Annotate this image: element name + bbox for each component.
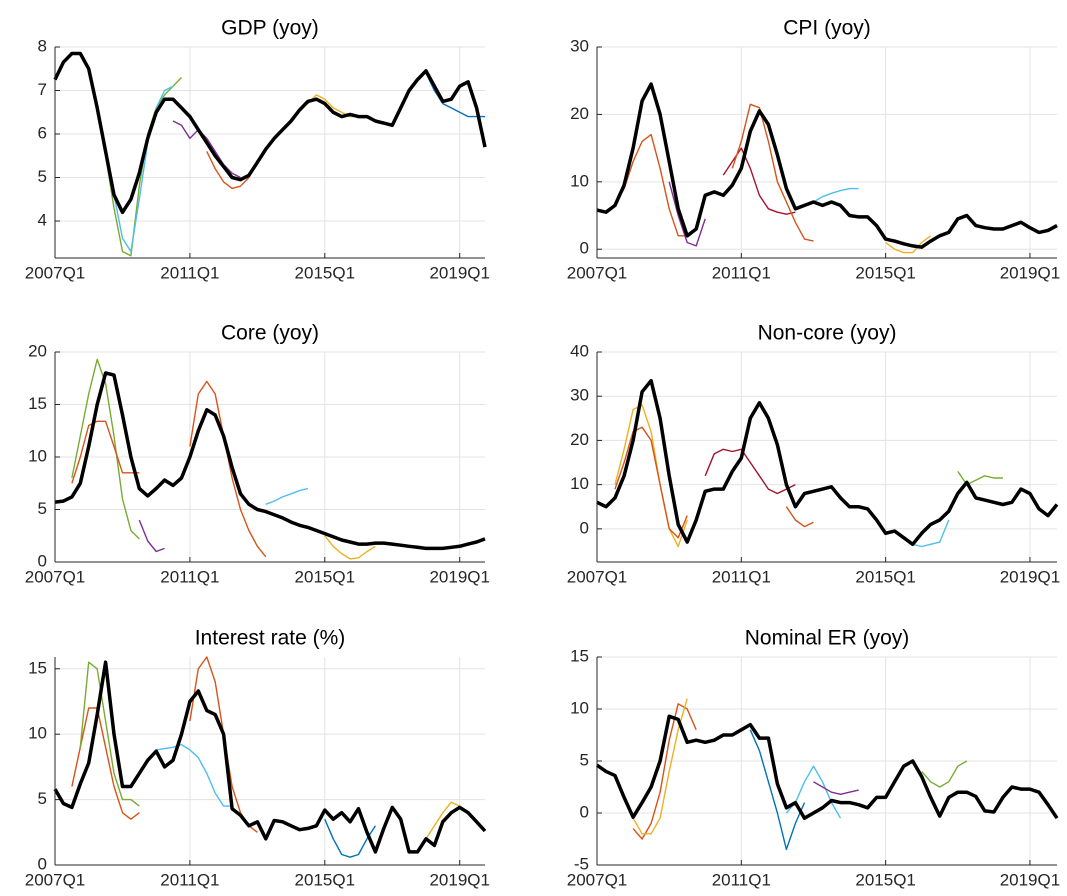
x-tick-label: 2011Q1 (712, 263, 771, 282)
x-tick-label: 2011Q1 (160, 567, 219, 586)
series-line (885, 235, 932, 254)
series-line (596, 714, 1059, 820)
y-tick-label: 0 (38, 854, 47, 873)
series-line (614, 426, 688, 539)
x-tick-label: 2007Q1 (567, 567, 628, 586)
chart-title: CPI (yoy) (783, 17, 871, 40)
series-line (632, 703, 697, 840)
y-tick-label: 30 (570, 386, 589, 405)
x-tick-label: 2019Q1 (429, 263, 490, 282)
series-line (104, 85, 174, 253)
x-tick-label: 2019Q1 (429, 567, 490, 586)
series-line (722, 147, 796, 215)
y-tick-label: 5 (38, 167, 47, 186)
series-line (71, 420, 140, 484)
y-tick-label: 8 (38, 36, 47, 55)
y-tick-label: 20 (28, 341, 47, 360)
x-tick-label: 2015Q1 (855, 870, 916, 889)
chart-title: Non-core (yoy) (758, 322, 897, 345)
series-line (53, 660, 487, 854)
series-line (138, 519, 165, 553)
x-tick-label: 2015Q1 (295, 567, 356, 586)
series-line (54, 371, 486, 551)
chart-title: GDP (yoy) (221, 17, 319, 40)
y-tick-label: 10 (28, 446, 47, 465)
x-tick-label: 2015Q1 (855, 567, 916, 586)
x-tick-label: 2019Q1 (1000, 263, 1061, 282)
x-tick-label: 2007Q1 (567, 870, 628, 889)
x-tick-label: 2007Q1 (567, 263, 628, 282)
chart-title: Core (yoy) (221, 322, 319, 345)
series-line (425, 72, 485, 118)
series-line (596, 82, 1058, 249)
series-line (189, 380, 267, 558)
y-tick-label: 20 (570, 430, 589, 449)
x-tick-label: 2015Q1 (855, 263, 916, 282)
x-tick-label: 2011Q1 (712, 870, 771, 889)
y-tick-label: 4 (38, 211, 47, 230)
y-tick-label: 0 (38, 551, 47, 570)
series-line (53, 51, 487, 215)
series-line (596, 378, 1059, 547)
y-tick-label: 10 (570, 171, 589, 190)
series-line (96, 77, 183, 257)
x-tick-label: 2015Q1 (295, 870, 356, 889)
series-line (785, 506, 814, 528)
series-line (749, 729, 806, 851)
y-tick-label: 0 (580, 802, 589, 821)
series-line (324, 535, 376, 560)
x-tick-label: 2011Q1 (712, 567, 771, 586)
chart-title: Nominal ER (yoy) (745, 627, 910, 650)
series-line (206, 151, 259, 190)
y-tick-label: -5 (574, 854, 589, 873)
x-tick-label: 2019Q1 (429, 870, 490, 889)
x-tick-label: 2011Q1 (160, 870, 219, 889)
series-line (425, 801, 460, 840)
x-tick-label: 2015Q1 (295, 263, 356, 282)
series-line (614, 404, 688, 548)
x-tick-label: 2007Q1 (25, 263, 86, 282)
series-line (71, 707, 140, 820)
x-tick-label: 2019Q1 (1000, 567, 1061, 586)
y-tick-label: 15 (28, 658, 47, 677)
x-tick-label: 2007Q1 (25, 870, 86, 889)
series-line (668, 181, 706, 247)
series-line (813, 781, 859, 795)
y-tick-label: 6 (38, 123, 47, 142)
y-tick-label: 0 (580, 239, 589, 258)
series-line (71, 358, 140, 540)
y-tick-label: 30 (570, 36, 589, 55)
y-tick-label: 10 (28, 724, 47, 743)
y-tick-label: 5 (38, 499, 47, 518)
series-line (704, 448, 796, 495)
x-tick-label: 2007Q1 (25, 567, 86, 586)
series-line (813, 187, 859, 203)
series-line (731, 103, 814, 242)
y-tick-label: 15 (28, 394, 47, 413)
x-tick-label: 2011Q1 (160, 263, 219, 282)
y-tick-label: 40 (570, 341, 589, 360)
y-tick-label: 20 (570, 104, 589, 123)
series-line (79, 661, 140, 807)
y-tick-label: 15 (570, 646, 589, 665)
series-line (632, 698, 688, 835)
series-line (324, 818, 376, 858)
series-line (156, 743, 233, 807)
series-line (172, 120, 241, 179)
y-tick-label: 7 (38, 80, 47, 99)
y-tick-label: 5 (38, 789, 47, 808)
y-tick-label: 10 (570, 698, 589, 717)
series-line (265, 487, 309, 505)
chart-title: Interest rate (%) (195, 627, 346, 650)
x-tick-label: 2019Q1 (1000, 870, 1061, 889)
y-tick-label: 5 (580, 750, 589, 769)
series-line (921, 760, 968, 788)
series-line (307, 94, 359, 118)
y-tick-label: 10 (570, 474, 589, 493)
y-tick-label: 0 (580, 518, 589, 537)
